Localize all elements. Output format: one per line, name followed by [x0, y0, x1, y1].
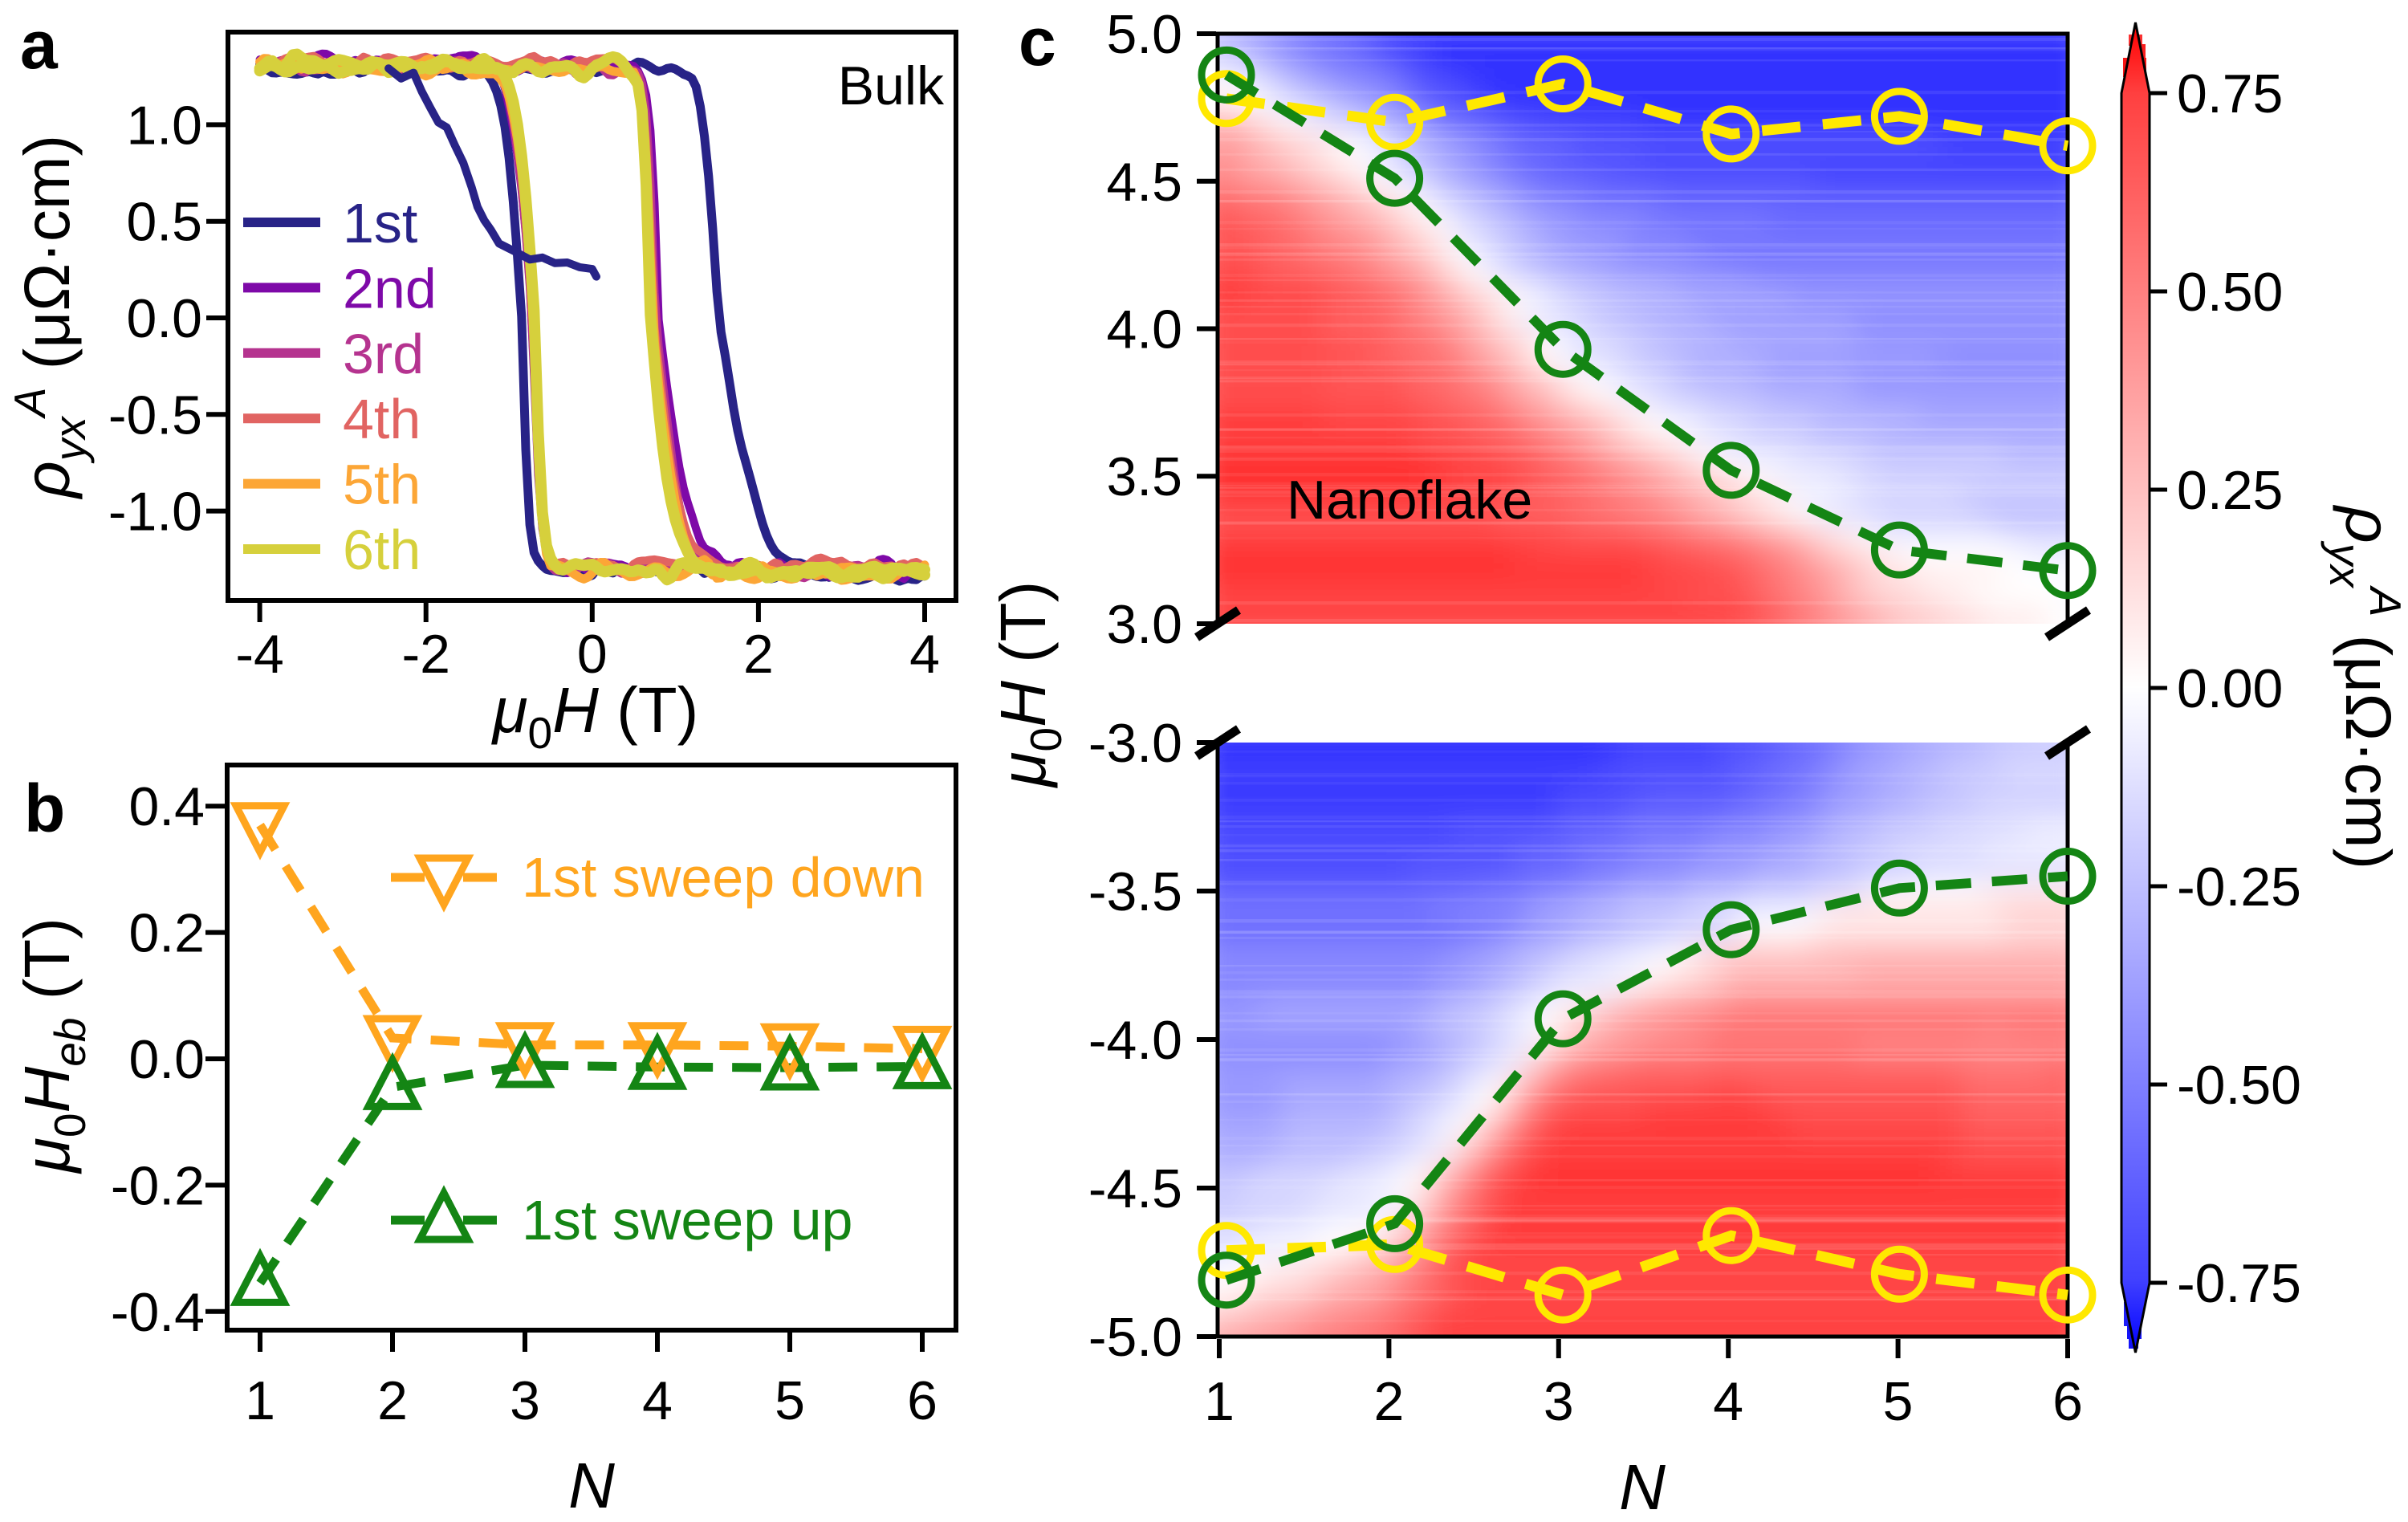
svg-text:3rd: 3rd — [343, 323, 424, 385]
svg-text:0: 0 — [577, 624, 608, 685]
svg-text:4: 4 — [642, 1370, 673, 1431]
svg-text:-4.0: -4.0 — [1088, 1010, 1182, 1071]
svg-text:4th: 4th — [343, 388, 421, 450]
svg-text:0.0: 0.0 — [128, 1029, 205, 1090]
svg-text:1st sweep up: 1st sweep up — [522, 1189, 852, 1251]
svg-text:4.0: 4.0 — [1106, 299, 1182, 360]
svg-text:2: 2 — [1373, 1371, 1404, 1432]
svg-text:0.0: 0.0 — [126, 288, 202, 349]
svg-text:-0.75: -0.75 — [2177, 1253, 2301, 1314]
svg-text:-0.50: -0.50 — [2177, 1055, 2301, 1116]
svg-text:-3.5: -3.5 — [1088, 861, 1182, 922]
svg-text:c: c — [1019, 4, 1056, 79]
svg-text:0.4: 0.4 — [128, 776, 205, 837]
svg-text:3.0: 3.0 — [1106, 594, 1182, 655]
svg-text:1.0: 1.0 — [126, 95, 202, 156]
svg-text:ρyxA (μΩ·cm): ρyxA (μΩ·cm) — [2321, 505, 2408, 869]
svg-text:2: 2 — [743, 624, 774, 685]
svg-text:-4.5: -4.5 — [1088, 1158, 1182, 1219]
svg-text:-0.5: -0.5 — [108, 385, 202, 446]
svg-text:5th: 5th — [343, 454, 421, 516]
svg-text:6th: 6th — [343, 519, 421, 581]
svg-text:1: 1 — [245, 1370, 275, 1431]
svg-text:-5.0: -5.0 — [1088, 1307, 1182, 1368]
svg-text:5.0: 5.0 — [1106, 4, 1182, 65]
svg-text:5: 5 — [775, 1370, 805, 1431]
svg-text:3: 3 — [510, 1370, 540, 1431]
svg-text:-1.0: -1.0 — [108, 482, 202, 543]
svg-text:2: 2 — [377, 1370, 408, 1431]
svg-text:Bulk: Bulk — [838, 55, 945, 116]
svg-text:1st: 1st — [343, 192, 417, 254]
svg-text:μ0H (T): μ0H (T) — [491, 674, 699, 758]
svg-text:4: 4 — [909, 624, 940, 685]
svg-text:N: N — [568, 1450, 615, 1518]
svg-text:ρyxA (μΩ·cm): ρyxA (μΩ·cm) — [5, 135, 95, 499]
svg-text:Nanoflake: Nanoflake — [1287, 470, 1532, 531]
svg-text:2nd: 2nd — [343, 257, 437, 319]
svg-text:-3.0: -3.0 — [1088, 713, 1182, 774]
svg-text:0.25: 0.25 — [2177, 460, 2283, 521]
svg-text:-4: -4 — [235, 624, 283, 685]
svg-text:5: 5 — [1883, 1371, 1914, 1432]
svg-text:4: 4 — [1713, 1371, 1743, 1432]
svg-text:b: b — [24, 771, 65, 846]
svg-text:-0.4: -0.4 — [111, 1282, 205, 1343]
svg-text:-2: -2 — [401, 624, 449, 685]
svg-text:N: N — [1619, 1451, 1666, 1518]
svg-text:μ0H (T): μ0H (T) — [987, 581, 1071, 789]
svg-text:6: 6 — [2052, 1371, 2083, 1432]
svg-text:4.5: 4.5 — [1106, 152, 1182, 213]
svg-text:1st sweep down: 1st sweep down — [522, 846, 925, 909]
svg-text:1: 1 — [1204, 1371, 1235, 1432]
svg-text:0.2: 0.2 — [128, 903, 205, 964]
svg-text:-0.25: -0.25 — [2177, 857, 2301, 918]
svg-text:3.5: 3.5 — [1106, 446, 1182, 507]
svg-text:0.5: 0.5 — [126, 192, 202, 253]
svg-text:0.00: 0.00 — [2177, 658, 2283, 719]
svg-text:3: 3 — [1544, 1371, 1574, 1432]
svg-text:a: a — [20, 7, 59, 83]
svg-text:0.50: 0.50 — [2177, 262, 2283, 323]
svg-text:0.75: 0.75 — [2177, 63, 2283, 124]
svg-text:6: 6 — [907, 1370, 938, 1431]
svg-text:-0.2: -0.2 — [111, 1155, 205, 1216]
svg-text:μ0Heb (T): μ0Heb (T) — [11, 918, 95, 1174]
